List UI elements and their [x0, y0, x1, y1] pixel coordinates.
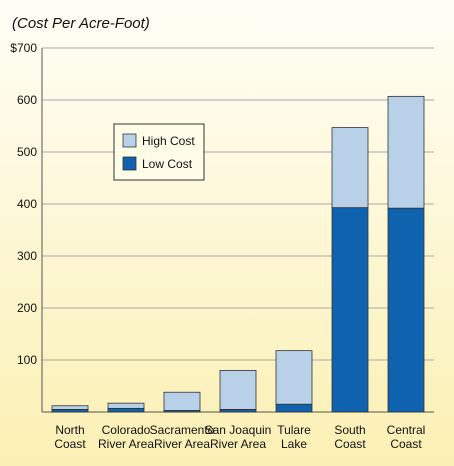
x-tick-label-line: North — [55, 423, 84, 437]
x-tick-label: Colorado River Area — [98, 423, 154, 451]
y-tick-label: $700 — [10, 41, 37, 55]
x-tick-label: North Coast — [54, 423, 86, 451]
x-tick-label-line: Central — [387, 423, 426, 437]
x-tick-label-line: Coast — [390, 437, 422, 451]
bar-segment — [331, 207, 369, 413]
legend-swatch — [122, 133, 137, 148]
legend-swatch — [122, 156, 137, 171]
x-tick-label-line: Sacramento — [150, 423, 215, 437]
y-tick-label: 500 — [17, 145, 37, 159]
bar-segment — [275, 403, 313, 413]
x-tick-label: Tulare Lake — [277, 423, 311, 451]
bar-segment — [107, 402, 145, 409]
bar-segment — [387, 207, 425, 413]
bar-segment — [275, 350, 313, 405]
legend-box — [113, 123, 205, 181]
x-tick-label-line: Tulare — [277, 423, 311, 437]
x-tick-label-line: San Joaquin — [205, 423, 272, 437]
bar-segment — [331, 127, 369, 209]
x-tick-label-line: South — [334, 423, 365, 437]
x-tick-label-line: River Area — [98, 437, 154, 451]
x-tick-label-line: River Area — [154, 437, 210, 451]
bar-segment — [387, 95, 425, 209]
x-tick-label-line: River Area — [210, 437, 266, 451]
y-tick-label: 200 — [17, 301, 37, 315]
x-tick-label: Sacramento River Area — [150, 423, 215, 451]
x-tick-label-line: Coast — [54, 437, 86, 451]
x-tick-label: Central Coast — [387, 423, 426, 451]
x-tick-label-line: Coast — [334, 437, 366, 451]
legend-label: High Cost — [142, 134, 195, 148]
y-tick-label: 600 — [17, 93, 37, 107]
bar-segment — [163, 391, 201, 411]
bar-segment — [107, 407, 145, 413]
legend-label: Low Cost — [142, 157, 193, 171]
y-tick-label: 300 — [17, 249, 37, 263]
bar-segment — [219, 369, 257, 410]
y-tick-label: 400 — [17, 197, 37, 211]
x-tick-label-line: Colorado — [102, 423, 151, 437]
bar-segment — [51, 405, 89, 410]
x-tick-label: San Joaquin River Area — [205, 423, 272, 451]
x-tick-label: South Coast — [334, 423, 366, 451]
y-tick-label: 100 — [17, 353, 37, 367]
x-tick-label-line: Lake — [281, 437, 307, 451]
chart-title: (Cost Per Acre-Foot) — [12, 15, 150, 32]
